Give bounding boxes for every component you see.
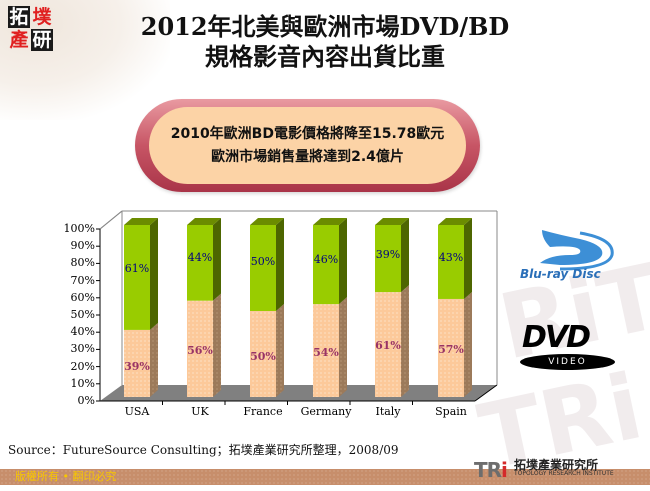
- bluray-logo: Blu-ray Disc: [520, 225, 630, 285]
- x-tick-label: Spain: [435, 405, 467, 418]
- y-tick-label: 90%: [70, 239, 95, 253]
- tri-mark-logo: TRi: [474, 458, 508, 482]
- x-tick-label: USA: [124, 405, 150, 418]
- bd-value-label: 44%: [187, 251, 213, 265]
- logo-char: 研: [31, 29, 53, 51]
- y-tick-label: 100%: [63, 222, 95, 235]
- y-tick-label: 20%: [70, 359, 95, 373]
- dvd-value-label: 57%: [438, 343, 464, 357]
- copyright-text: 版權所有 • 翻印必究: [15, 470, 117, 483]
- org-name-cn: 拓墣產業研究所: [514, 458, 599, 472]
- bd-value-label: 39%: [375, 248, 401, 262]
- bd-value-label: 50%: [250, 255, 276, 269]
- y-tick-label: 10%: [70, 376, 95, 390]
- callout-box: 2010年歐洲BD電影價格將降至15.78歐元 歐洲市場銷售量將達到2.4億片: [135, 99, 480, 192]
- tri-logo: 拓 墣 產 研: [8, 6, 56, 52]
- logo-char: 墣: [32, 6, 52, 28]
- x-tick-label: Italy: [375, 405, 401, 418]
- footer-bar: 版權所有 • 翻印必究: [0, 469, 650, 485]
- logo-char: 產: [9, 29, 29, 51]
- logo-char: 拓: [8, 6, 30, 28]
- dvd-value-label: 54%: [313, 345, 339, 359]
- dvd-value-label: 50%: [250, 349, 276, 363]
- source-note: Source：FutureSource Consulting；拓墣產業研究所整理…: [8, 443, 399, 457]
- page-title: 2012年北美與歐洲市場DVD/BD 規格影音內容出貨比重: [100, 12, 550, 72]
- dvd-value-label: 56%: [187, 344, 213, 358]
- org-name-en: TOPOLOGY RESEARCH INSTITUTE: [514, 470, 614, 477]
- y-tick-label: 40%: [70, 325, 95, 339]
- x-tick-label: UK: [191, 405, 209, 418]
- x-tick-label: France: [243, 405, 283, 418]
- dvd-logo: DVD VIDEO: [520, 320, 620, 375]
- title-line-1: 2012年北美與歐洲市場DVD/BD: [140, 12, 510, 41]
- y-tick-label: 60%: [70, 290, 95, 304]
- dvd-video-badge: VIDEO: [520, 354, 615, 370]
- y-tick-label: 80%: [70, 256, 95, 270]
- y-tick-label: 0%: [77, 394, 95, 407]
- bd-value-label: 61%: [124, 261, 150, 275]
- title-line-2: 規格影音內容出貨比重: [205, 42, 445, 71]
- bd-value-label: 43%: [438, 250, 464, 264]
- bluray-disc-icon: [540, 230, 614, 271]
- x-tick-label: Germany: [300, 405, 352, 418]
- callout-line-2: 歐洲市場銷售量將達到2.4億片: [211, 148, 404, 165]
- y-tick-label: 70%: [70, 273, 95, 287]
- tri-brand: TRi 拓墣產業研究所 TOPOLOGY RESEARCH INSTITUTE: [474, 458, 649, 482]
- bd-value-label: 46%: [313, 252, 339, 266]
- dvd-value-label: 39%: [124, 360, 150, 374]
- dvd-text: DVD: [522, 320, 591, 355]
- y-tick-label: 30%: [70, 342, 95, 356]
- y-tick-label: 50%: [70, 308, 95, 321]
- dvd-value-label: 61%: [375, 339, 401, 353]
- bluray-text: Blu-ray Disc: [520, 267, 601, 281]
- callout-line-1: 2010年歐洲BD電影價格將降至15.78歐元: [170, 125, 445, 142]
